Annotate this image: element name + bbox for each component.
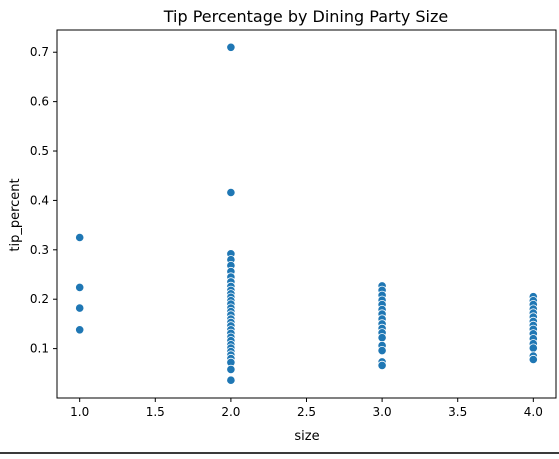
y-tick-label: 0.4 — [30, 193, 49, 207]
x-axis-label: size — [294, 429, 319, 444]
y-tick-label: 0.3 — [30, 243, 49, 257]
data-point — [226, 364, 236, 374]
x-tick-label: 3.0 — [373, 405, 392, 419]
x-tick-label: 1.5 — [146, 405, 165, 419]
x-tick-label: 2.5 — [297, 405, 316, 419]
y-tick-label: 0.7 — [30, 45, 49, 59]
y-tick-label: 0.5 — [30, 144, 49, 158]
plot-frame — [56, 29, 557, 399]
y-tick-label: 0.2 — [30, 292, 49, 306]
x-tick-label: 4.0 — [524, 405, 543, 419]
data-point — [226, 187, 236, 198]
data-point — [377, 345, 387, 356]
x-tick-label: 2.0 — [221, 405, 240, 419]
bottom-border — [0, 452, 559, 454]
y-tick-label: 0.6 — [30, 95, 49, 109]
data-point — [528, 354, 538, 365]
data-point — [75, 303, 85, 313]
chart-title: Tip Percentage by Dining Party Size — [163, 7, 449, 26]
data-point — [528, 343, 538, 353]
data-point — [75, 325, 85, 335]
data-point — [75, 282, 85, 292]
data-point — [75, 232, 85, 243]
y-axis-label: tip_percent — [8, 178, 23, 251]
data-point — [377, 360, 387, 370]
x-tick-label: 3.5 — [448, 405, 467, 419]
y-tick-label: 0.1 — [30, 342, 49, 356]
data-point — [226, 375, 236, 385]
axis-ticks: 1.0 1.5 2.0 2.5 3.0 3.5 4.0 0.1 0.2 0.3 0.4 0.5 0.6 0… — [30, 45, 543, 419]
data-point — [377, 333, 387, 343]
x-tick-label: 1.0 — [70, 405, 89, 419]
data-points — [75, 42, 538, 385]
data-point — [226, 42, 236, 52]
